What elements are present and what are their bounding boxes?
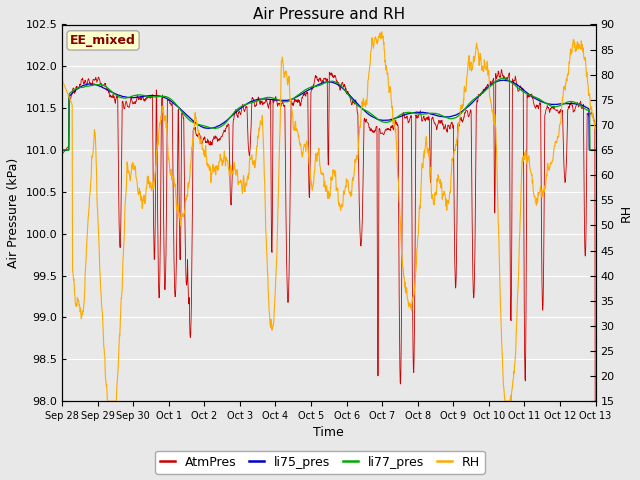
X-axis label: Time: Time [314, 426, 344, 440]
Legend: AtmPres, li75_pres, li77_pres, RH: AtmPres, li75_pres, li77_pres, RH [155, 451, 485, 474]
Title: Air Pressure and RH: Air Pressure and RH [253, 7, 405, 22]
Y-axis label: Air Pressure (kPa): Air Pressure (kPa) [7, 158, 20, 268]
Y-axis label: RH: RH [620, 204, 633, 222]
Text: EE_mixed: EE_mixed [70, 34, 136, 47]
